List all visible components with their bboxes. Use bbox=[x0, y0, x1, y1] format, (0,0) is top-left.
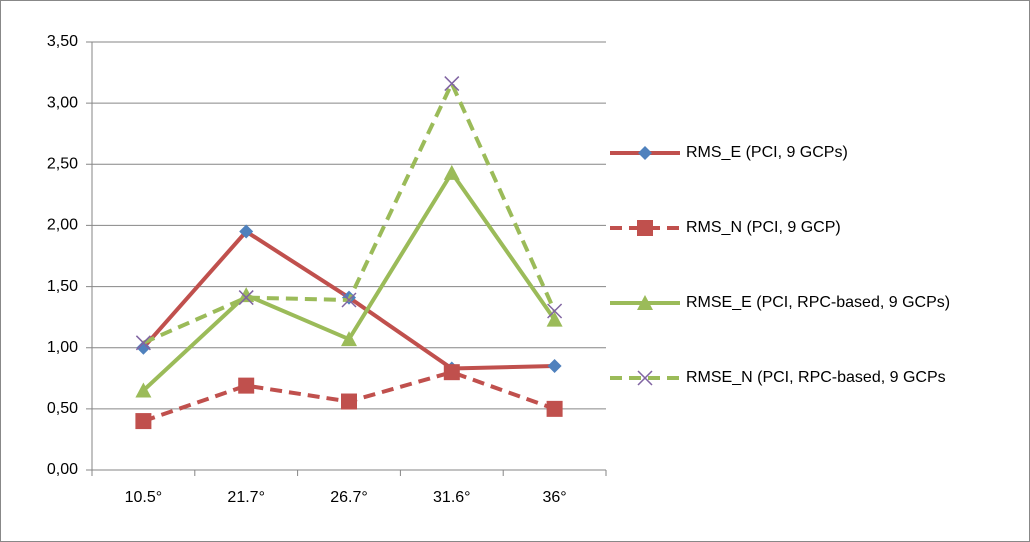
y-tick-label: 1,00 bbox=[47, 339, 78, 356]
data-point bbox=[135, 382, 152, 398]
data-point bbox=[547, 303, 563, 319]
legend-label: RMS_E (PCI, 9 GCPs) bbox=[686, 144, 848, 161]
data-point bbox=[341, 292, 357, 308]
x-tick-label: 36° bbox=[542, 489, 566, 506]
y-tick-label: 1,50 bbox=[47, 278, 78, 295]
y-tick-label: 0,00 bbox=[47, 461, 78, 478]
data-point bbox=[238, 290, 254, 306]
x-tick-label: 31.6° bbox=[433, 489, 471, 506]
data-point bbox=[238, 377, 255, 394]
data-point bbox=[547, 359, 562, 374]
legend-marker bbox=[637, 370, 653, 386]
data-point bbox=[546, 400, 563, 417]
legend-label: RMS_N (PCI, 9 GCP) bbox=[686, 219, 841, 236]
x-tick-label: 26.7° bbox=[330, 489, 368, 506]
data-point bbox=[135, 413, 152, 430]
x-tick-label: 21.7° bbox=[227, 489, 265, 506]
legend-marker bbox=[638, 146, 652, 160]
y-tick-label: 0,50 bbox=[47, 400, 78, 417]
data-point bbox=[443, 164, 460, 180]
data-point bbox=[135, 335, 151, 351]
data-point bbox=[136, 340, 151, 355]
y-tick-label: 2,50 bbox=[47, 156, 78, 173]
y-tick-label: 2,00 bbox=[47, 217, 78, 234]
data-point bbox=[546, 311, 563, 327]
x-tick-label: 10.5° bbox=[125, 489, 163, 506]
data-point bbox=[341, 331, 357, 347]
data-point bbox=[444, 76, 460, 92]
data-point bbox=[239, 224, 254, 239]
legend-marker bbox=[637, 220, 653, 236]
data-point bbox=[443, 364, 460, 381]
legend-marker bbox=[637, 295, 653, 310]
legend-label: RMSE_N (PCI, RPC-based, 9 GCPs bbox=[686, 369, 946, 386]
y-tick-label: 3,00 bbox=[47, 94, 78, 111]
y-tick-label: 3,50 bbox=[47, 33, 78, 50]
legend-label: RMSE_E (PCI, RPC-based, 9 GCPs) bbox=[686, 294, 950, 311]
data-point bbox=[341, 393, 357, 410]
